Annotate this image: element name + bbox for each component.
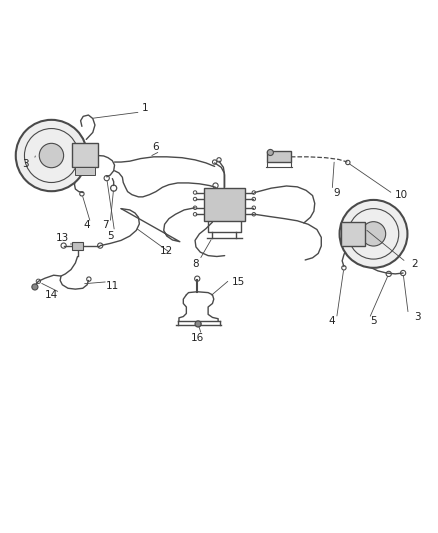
Circle shape	[16, 120, 87, 191]
Bar	[341, 222, 365, 246]
Text: 14: 14	[45, 290, 58, 300]
Text: 15: 15	[232, 277, 245, 287]
Bar	[72, 143, 98, 167]
Bar	[75, 167, 95, 175]
Text: 10: 10	[395, 190, 408, 200]
Bar	[72, 242, 83, 250]
Circle shape	[361, 222, 386, 246]
Circle shape	[32, 284, 38, 290]
Text: 16: 16	[191, 333, 204, 343]
Text: 3: 3	[22, 159, 28, 169]
Text: 4: 4	[83, 220, 89, 230]
Circle shape	[195, 321, 201, 327]
Text: 3: 3	[414, 312, 420, 321]
Bar	[204, 188, 245, 221]
Text: 13: 13	[56, 233, 69, 243]
Text: 2: 2	[412, 260, 418, 269]
Circle shape	[39, 143, 64, 168]
Text: 8: 8	[192, 260, 198, 269]
Text: 11: 11	[106, 281, 119, 291]
Text: 7: 7	[102, 220, 109, 230]
Text: 9: 9	[333, 188, 340, 198]
Text: 1: 1	[142, 103, 148, 112]
Text: 5: 5	[370, 316, 377, 326]
Text: 12: 12	[160, 246, 173, 256]
Bar	[267, 151, 291, 162]
Circle shape	[339, 200, 407, 268]
Circle shape	[267, 149, 273, 156]
Text: 5: 5	[107, 231, 113, 241]
Text: 4: 4	[329, 316, 336, 326]
Text: 6: 6	[152, 142, 159, 152]
